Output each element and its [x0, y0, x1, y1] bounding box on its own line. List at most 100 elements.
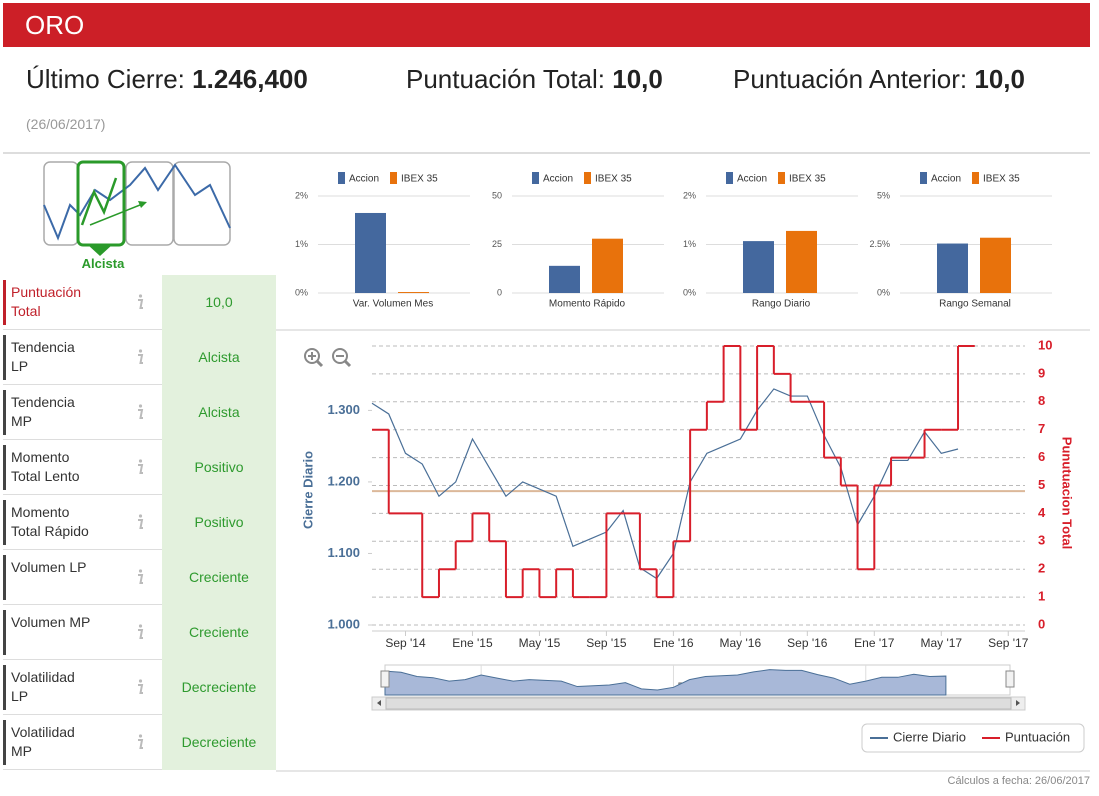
stat-value: 1.246,400	[192, 64, 308, 94]
info-icon[interactable]	[133, 678, 149, 696]
x-tick-label: May '15	[519, 636, 561, 650]
stat: Último Cierre: 1.246,400	[26, 64, 308, 95]
legend-label: Accion	[737, 174, 767, 185]
x-tick-label: Sep '14	[385, 636, 426, 650]
scroll-right[interactable]	[1016, 700, 1020, 706]
legend-marker	[972, 172, 979, 184]
row-marker	[3, 500, 6, 545]
legend-label: IBEX 35	[789, 174, 826, 185]
y-tick-label: 1.000	[327, 616, 360, 631]
bar	[355, 212, 386, 293]
stat: Puntuación Total: 10,0	[406, 64, 663, 95]
stat-value: 10,0	[974, 64, 1025, 94]
legend-marker	[920, 172, 927, 184]
info-icon[interactable]	[133, 348, 149, 366]
line	[371, 388, 959, 580]
row-value: Creciente	[162, 550, 276, 605]
legend-label: Accion	[543, 174, 573, 185]
y2-tick-label: 6	[1038, 449, 1045, 464]
y-tick-label: 25	[492, 239, 502, 249]
table-row: Tendencia LP Alcista	[3, 330, 276, 385]
table-row: Volumen MP Creciente	[3, 605, 276, 660]
table-row: Volumen LP Creciente	[3, 550, 276, 605]
row-value: Creciente	[162, 605, 276, 660]
y-tick-label: 50	[492, 190, 502, 200]
info-icon[interactable]	[133, 568, 149, 586]
x-tick-label: Momento Rápido	[549, 299, 626, 310]
stat-label: Último Cierre:	[26, 64, 185, 94]
bar	[398, 292, 429, 294]
row-value: 10,0	[162, 275, 276, 330]
y-tick-label: 2%	[683, 190, 696, 200]
row-marker	[3, 335, 6, 380]
x-tick-label: Ene '16	[653, 636, 694, 650]
row-marker	[3, 555, 6, 600]
stat-label: Puntuación Total:	[406, 64, 605, 94]
legend-marker	[532, 172, 539, 184]
info-icon[interactable]	[133, 513, 149, 531]
scroll-left[interactable]	[377, 700, 381, 706]
bar	[937, 243, 968, 293]
zoom-buttons[interactable]	[304, 348, 352, 368]
y2-tick-label: 10	[1038, 337, 1052, 352]
bar	[786, 230, 817, 293]
legend-label: IBEX 35	[595, 174, 632, 185]
row-label: Volumen LP	[11, 559, 87, 575]
x-tick-label: Ene '15	[452, 636, 493, 650]
y2-tick-label: 9	[1038, 365, 1045, 380]
row-marker	[3, 280, 6, 325]
y-tick-label: 1%	[295, 239, 308, 249]
table-row: Momento Total Rápido Positivo	[3, 495, 276, 550]
row-marker	[3, 720, 6, 765]
table-row: Volatilidad MP Decreciente	[3, 715, 276, 770]
table-row: Momento Total Lento Positivo	[3, 440, 276, 495]
trend-icon	[43, 160, 231, 256]
title: ORO	[25, 10, 85, 40]
row-value: Alcista	[162, 385, 276, 440]
legend-marker	[584, 172, 591, 184]
y-tick-label: 0%	[877, 287, 890, 297]
y2-axis-title: Punutuacion Total	[1060, 437, 1075, 549]
info-icon[interactable]	[133, 458, 149, 476]
row-label: Momento Total Rápido	[11, 504, 89, 539]
legend-marker	[390, 172, 397, 184]
y2-tick-label: 3	[1038, 533, 1045, 548]
y-tick-label: 0	[497, 287, 502, 297]
scrollbar-thumb[interactable]	[385, 697, 1012, 710]
x-tick-label: Rango Diario	[752, 299, 811, 310]
row-label: Momento Total Lento	[11, 449, 80, 484]
x-tick-label: Rango Semanal	[939, 299, 1011, 310]
y-tick-label: 0%	[295, 287, 308, 297]
y-tick-label: 0%	[683, 287, 696, 297]
x-tick-label: Sep '16	[787, 636, 828, 650]
x-tick-label: Sep '15	[586, 636, 627, 650]
navigator-handle[interactable]	[1005, 670, 1015, 688]
bar	[592, 238, 623, 293]
row-label: Volatilidad LP	[11, 669, 75, 704]
info-icon[interactable]	[133, 293, 149, 311]
legend-marker	[726, 172, 733, 184]
info-icon[interactable]	[133, 733, 149, 751]
navigator-area	[384, 669, 947, 696]
row-value: Positivo	[162, 440, 276, 495]
y2-tick-label: 1	[1038, 589, 1045, 604]
table-row: Volatilidad LP Decreciente	[3, 660, 276, 715]
footer: Cálculos a fecha: 26/06/2017	[948, 775, 1091, 787]
row-label: Tendencia MP	[11, 394, 75, 429]
indicator-label: Alcista	[82, 256, 125, 271]
y2-tick-label: 0	[1038, 616, 1045, 631]
header: ORO	[3, 3, 1090, 47]
info-icon[interactable]	[133, 403, 149, 421]
row-label: Volatilidad MP	[11, 724, 75, 759]
legend-marker	[778, 172, 785, 184]
date: (26/06/2017)	[26, 116, 106, 132]
y2-tick-label: 2	[1038, 561, 1045, 576]
y2-tick-label: 4	[1038, 505, 1046, 520]
info-icon[interactable]	[133, 623, 149, 641]
navigator-handle[interactable]	[380, 670, 390, 688]
row-value: Decreciente	[162, 715, 276, 770]
legend-box	[861, 723, 1085, 753]
stat-value: 10,0	[612, 64, 663, 94]
